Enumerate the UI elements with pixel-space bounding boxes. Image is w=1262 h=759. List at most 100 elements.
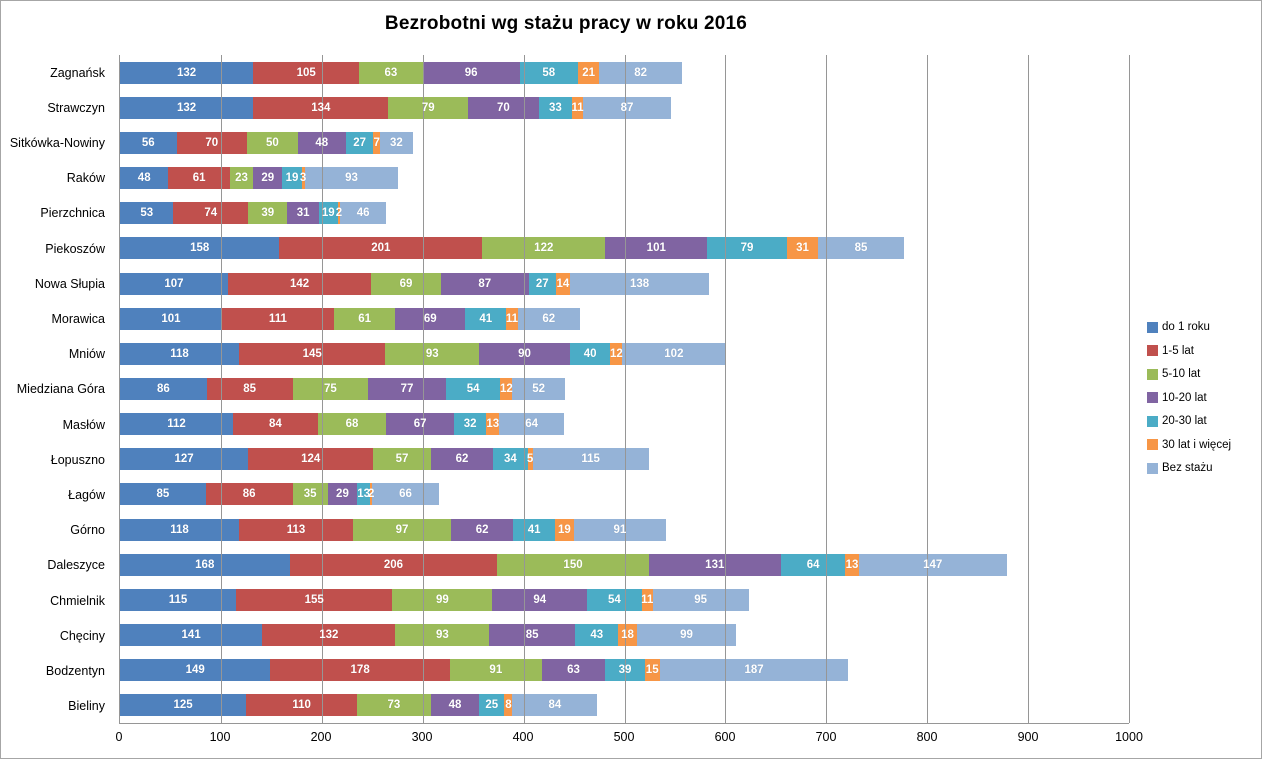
bar-segment: 132: [262, 624, 396, 647]
bar-segment: 11: [571, 96, 584, 119]
stacked-bar: 125 110 73 48 25 8 84: [120, 694, 1129, 717]
data-label: 85: [854, 242, 868, 255]
data-label: 99: [680, 629, 693, 642]
legend-label: 1-5 lat: [1162, 344, 1194, 357]
category-label: Strawczyn: [47, 100, 105, 115]
data-label: 27: [353, 136, 366, 149]
x-tick-label: 0: [115, 730, 123, 744]
data-label: 87: [478, 277, 492, 290]
data-label: 113: [286, 523, 306, 536]
legend-label: 30 lat i więcej: [1162, 438, 1232, 451]
legend-item: 30 lat i więcej: [1147, 439, 1255, 451]
bar-segment: 40: [569, 342, 611, 365]
data-label: 50: [265, 136, 279, 149]
bar-segment: 5: [527, 448, 533, 471]
data-label: 115: [581, 453, 600, 466]
x-tick-label: 200: [310, 730, 332, 744]
bar-segment: 54: [445, 377, 501, 400]
bar-row: 141 132 93 85 43 18 99: [120, 618, 1129, 653]
data-label: 73: [387, 699, 401, 712]
stacked-bar: 132 105 63 96 58 21 82: [120, 61, 1129, 84]
data-label: 132: [177, 66, 197, 79]
data-label: 96: [464, 66, 478, 79]
bar-segment: 90: [479, 342, 570, 365]
stacked-bar: 107 142 69 87 27 14 138: [120, 272, 1129, 295]
x-tick-label: 800: [916, 730, 938, 744]
bar-segment: 201: [279, 237, 483, 260]
data-label: 35: [303, 488, 317, 501]
bar-segment: 13: [357, 483, 371, 506]
data-label: 84: [268, 418, 282, 431]
x-tick-label: 1000: [1115, 730, 1143, 744]
bar-segment: 85: [818, 237, 904, 260]
bar-segment: 85: [206, 377, 293, 400]
bar-segment: 2: [368, 483, 374, 506]
bar-row: 85 86 35 29 13 2 66: [120, 477, 1129, 512]
category-label: Miedziana Góra: [16, 382, 105, 397]
bar-segment: 58: [519, 61, 579, 84]
data-label: 145: [302, 347, 322, 360]
gridline: [725, 55, 727, 723]
bar-segment: 70: [176, 131, 248, 154]
bar-segment: 84: [233, 413, 318, 436]
data-label: 62: [475, 523, 489, 536]
bar-row: 112 84 68 67 32 13 64: [120, 407, 1129, 442]
bar-segment: 56: [120, 131, 177, 154]
legend-item: 1-5 lat: [1147, 345, 1255, 357]
data-label: 67: [413, 418, 427, 431]
bar-segment: 102: [622, 342, 726, 365]
legend-label: Bez stażu: [1162, 462, 1213, 474]
legend-swatch: [1147, 439, 1158, 450]
data-label: 68: [345, 418, 359, 431]
stacked-bar: 56 70 50 48 27 7 32: [120, 131, 1129, 154]
bar-segment: 25: [479, 694, 505, 717]
data-label: 168: [195, 558, 215, 571]
bar-segment: 48: [120, 167, 169, 190]
bar-segment: 141: [120, 624, 263, 647]
data-label: 12: [609, 347, 623, 360]
data-label: 18: [621, 629, 634, 642]
bar-segment: 86: [205, 483, 293, 506]
bar-segment: 64: [780, 553, 846, 576]
gridline: [1028, 55, 1030, 723]
data-label: 118: [170, 523, 189, 536]
category-label: Raków: [66, 171, 105, 186]
data-label: 132: [319, 629, 339, 642]
data-label: 93: [425, 347, 439, 360]
data-label: 178: [350, 664, 370, 677]
data-label: 48: [315, 136, 329, 149]
data-label: 11: [571, 101, 584, 114]
legend-item: 5-10 lat: [1147, 368, 1255, 380]
bar-segment: 62: [430, 448, 494, 471]
plot-area: 132 105 63 96 58 21 82 132 134 79 70 33 11 87 56 70 50 48…: [119, 55, 1130, 724]
data-label: 62: [455, 453, 469, 466]
bar-segment: 57: [373, 448, 431, 471]
data-label: 69: [399, 277, 413, 290]
bar-segment: 62: [450, 518, 514, 541]
data-label: 54: [466, 382, 480, 395]
data-label: 19: [321, 207, 335, 220]
bar-segment: 32: [453, 413, 487, 436]
data-label: 74: [204, 207, 218, 220]
bar-segment: 61: [333, 307, 396, 330]
stacked-bar: 149 178 91 63 39 15 187: [120, 659, 1129, 682]
bar-segment: 52: [512, 377, 565, 400]
bar-segment: 93: [385, 342, 480, 365]
bar-segment: 118: [120, 342, 240, 365]
stacked-bar: 141 132 93 85 43 18 99: [120, 624, 1129, 647]
bar-segment: 35: [292, 483, 328, 506]
bar-segment: 73: [357, 694, 431, 717]
bar-segment: 124: [248, 448, 374, 471]
bar-segment: 93: [395, 624, 490, 647]
x-tick-label: 700: [815, 730, 837, 744]
category-label: Łagów: [68, 488, 105, 503]
data-label: 85: [156, 488, 170, 501]
bar-segment: 7: [373, 131, 381, 154]
bar-segment: 206: [289, 553, 498, 576]
data-label: 31: [796, 242, 809, 255]
data-label: 61: [358, 312, 372, 325]
bar-segment: 132: [120, 96, 254, 119]
bar-segment: 33: [538, 96, 573, 119]
data-label: 66: [399, 488, 412, 501]
bar-segment: 99: [636, 624, 737, 647]
